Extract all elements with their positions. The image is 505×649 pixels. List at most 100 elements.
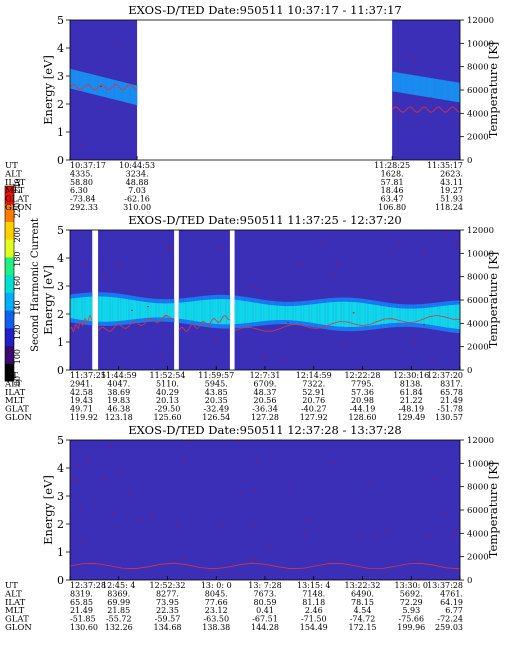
flux-band-core — [357, 302, 360, 327]
flux-band-core — [117, 297, 119, 322]
flux-band-core — [137, 300, 140, 319]
flux-band-core — [183, 302, 186, 320]
cell-glat: -67.51 — [252, 615, 278, 624]
noise-mark — [360, 534, 363, 536]
flux-band-core — [204, 299, 207, 323]
flux-band-core — [317, 303, 320, 324]
flux-band — [125, 83, 128, 103]
row-label-glon: GLON — [5, 413, 32, 423]
flux-band-core — [77, 297, 80, 320]
temperature-trace — [178, 315, 231, 332]
flux-band-core — [144, 301, 146, 319]
cell-ilat: 57.81 — [381, 178, 404, 187]
cell-mlt: 20.56 — [254, 396, 277, 405]
cell-mlt: 20.35 — [205, 396, 228, 405]
flux-band — [71, 69, 74, 89]
flux-band-core — [458, 304, 461, 330]
cell-glon: 127.92 — [300, 413, 328, 422]
cell-ilat: 58.80 — [70, 178, 93, 187]
flux-band-core — [258, 303, 261, 322]
row-label-glat: GLAT — [5, 195, 29, 205]
flux-band — [432, 78, 435, 99]
y-tick-label: 5 — [57, 14, 64, 27]
colorbar-swatch — [5, 310, 14, 329]
flux-band-core — [82, 297, 85, 321]
flux-band-core — [375, 305, 378, 325]
flux-band-core — [415, 308, 418, 324]
cell-ilat: 52.91 — [302, 388, 325, 397]
cell-alt: 3234. — [126, 169, 149, 178]
cell-glon: 172.15 — [349, 623, 377, 632]
flux-band — [450, 81, 453, 101]
noise-mark — [284, 357, 286, 359]
flux-band-core — [256, 303, 259, 322]
colorbar-tick-label: 80 — [13, 376, 22, 386]
noise-mark — [104, 275, 107, 277]
flux-band — [77, 71, 80, 91]
cell-mlt: 7.03 — [128, 186, 146, 195]
flux-band-core — [436, 306, 438, 326]
cell-glat: -48.19 — [398, 405, 424, 414]
flux-band-core — [444, 305, 446, 328]
flux-band-core — [322, 302, 325, 325]
noise-mark — [413, 113, 415, 115]
data-segment — [69, 230, 93, 370]
cell-ilat: 48.37 — [254, 388, 277, 397]
flux-band — [417, 76, 420, 96]
flux-band-core — [120, 298, 123, 321]
flux-band-core — [362, 303, 365, 327]
noise-mark — [175, 523, 178, 525]
cell-ut: 12:52:32 — [150, 581, 186, 590]
flux-band-core — [210, 299, 213, 324]
noise-mark — [109, 446, 112, 448]
cell-mlt: 21.85 — [107, 606, 130, 615]
y-tick-label: 2 — [57, 98, 64, 111]
flux-band-core — [378, 305, 381, 325]
noise-mark — [236, 571, 238, 573]
data-segment — [69, 440, 461, 580]
flux-band-core — [142, 301, 145, 319]
flux-band — [458, 82, 461, 103]
y-tick-label: 4 — [57, 462, 64, 475]
cell-glat: 49.71 — [70, 405, 93, 414]
noise-mark — [188, 354, 190, 356]
cell-glat: -73.84 — [70, 195, 96, 204]
flux-band — [408, 74, 411, 95]
colorbar: 80 100 120 140 160 180 200 220 240 Second Harmoni… — [4, 178, 41, 386]
y-axis-label: Energy [eV] — [41, 55, 55, 125]
flux-band-core — [148, 302, 151, 318]
flux-band-core — [311, 304, 314, 323]
cell-ut: 11:37:25 — [70, 371, 106, 380]
y2-axis-label: Temperature [K] — [486, 252, 500, 349]
cell-glat: -63.50 — [203, 615, 229, 624]
colorbar-tick-label: 160 — [13, 276, 22, 291]
cell-alt: 8369. — [107, 589, 130, 598]
colorbar-tick-label: 120 — [13, 325, 22, 340]
flux-band — [113, 79, 115, 100]
y-tick-label: 0 — [57, 364, 64, 377]
flux-band-core — [139, 301, 142, 319]
noise-mark — [169, 247, 171, 249]
noise-mark — [100, 85, 102, 88]
flux-band-core — [316, 303, 318, 324]
flux-band-core — [394, 307, 397, 323]
cell-glon: 119.92 — [70, 413, 98, 422]
flux-band-core — [121, 298, 124, 321]
flux-band-core — [418, 308, 421, 324]
flux-band-core — [453, 304, 456, 329]
cell-alt: 8138. — [400, 379, 423, 388]
cell-glat: 63.47 — [381, 195, 404, 204]
flux-band-core — [207, 299, 210, 324]
flux-band — [392, 71, 394, 92]
panel-title: EXOS-D/TED Date:950511 11:37:25 - 12:37:… — [128, 213, 401, 227]
flux-band-core — [252, 302, 254, 323]
noise-mark — [375, 533, 377, 535]
flux-band-core — [272, 305, 275, 321]
flux-band — [127, 83, 130, 103]
flux-band — [396, 72, 399, 93]
cell-glon: 132.26 — [105, 623, 133, 632]
noise-mark — [448, 109, 451, 111]
noise-mark — [131, 309, 133, 311]
flux-band-core — [150, 302, 153, 318]
flux-band-core — [244, 301, 246, 324]
